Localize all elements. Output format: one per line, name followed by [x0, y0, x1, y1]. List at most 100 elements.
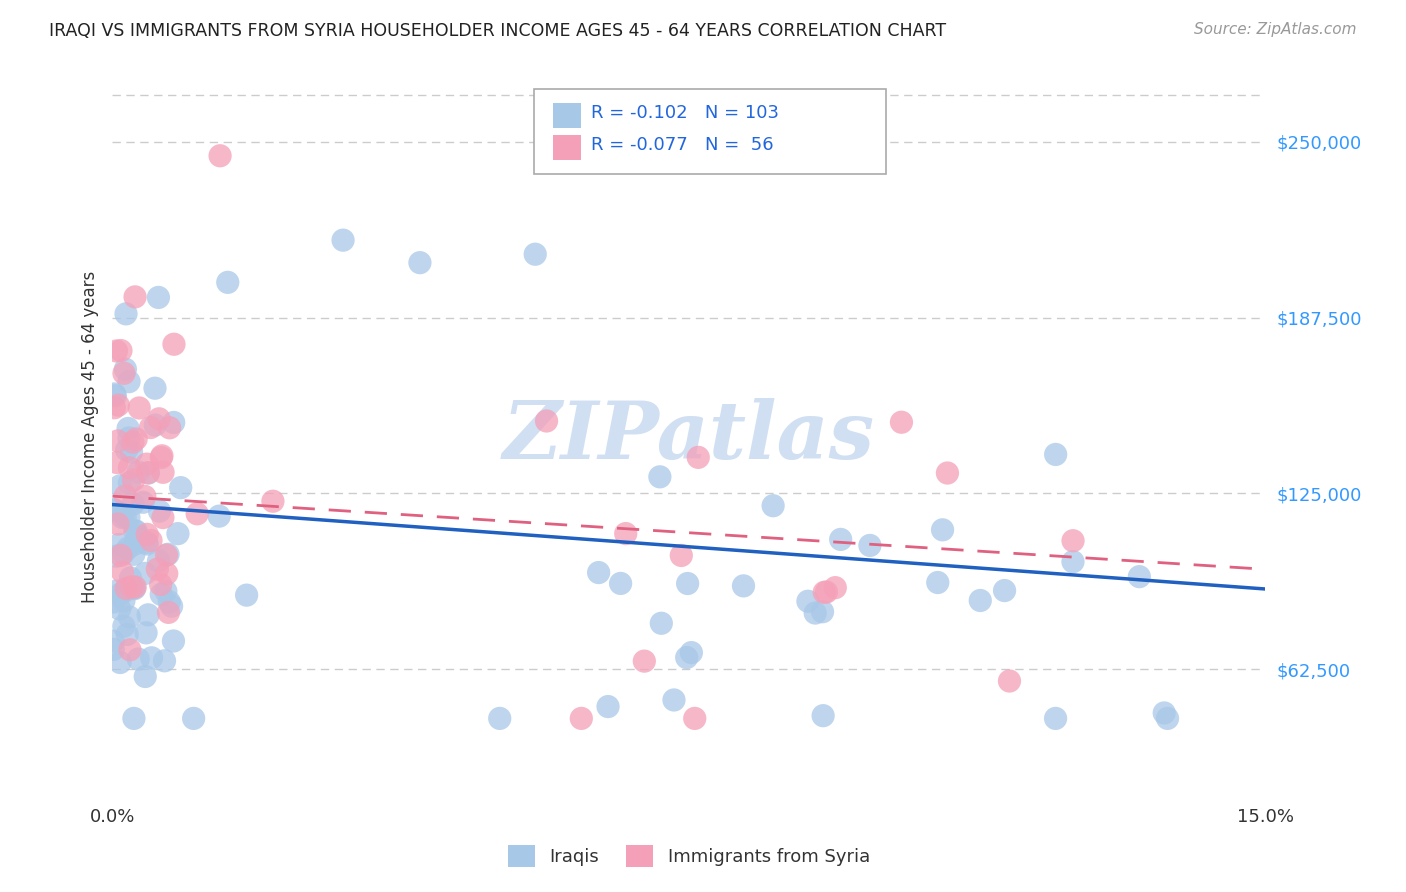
Point — [141, 650, 163, 665]
Point — [157, 595, 180, 609]
Point — [614, 526, 637, 541]
Point — [148, 412, 170, 426]
Text: IRAQI VS IMMIGRANTS FROM SYRIA HOUSEHOLDER INCOME AGES 45 - 64 YEARS CORRELATION: IRAQI VS IMMIGRANTS FROM SYRIA HOUSEHOLD… — [49, 22, 946, 40]
Point — [117, 541, 139, 555]
Point — [143, 381, 166, 395]
Point — [108, 656, 131, 670]
Point — [122, 497, 145, 511]
Point — [830, 533, 852, 547]
Point — [609, 576, 631, 591]
Point — [136, 607, 159, 622]
Point — [139, 420, 162, 434]
Point — [105, 584, 128, 599]
Text: Source: ZipAtlas.com: Source: ZipAtlas.com — [1194, 22, 1357, 37]
Point — [143, 418, 166, 433]
Point — [121, 580, 143, 594]
Point — [811, 708, 834, 723]
Point — [153, 654, 176, 668]
Point — [170, 481, 193, 495]
Point — [733, 579, 755, 593]
Point — [120, 571, 142, 585]
Point — [262, 494, 284, 508]
Point — [409, 255, 432, 269]
Point — [815, 585, 838, 599]
Point — [162, 634, 184, 648]
Y-axis label: Householder Income Ages 45 - 64 years: Householder Income Ages 45 - 64 years — [80, 271, 98, 603]
Point — [115, 627, 138, 641]
Point — [108, 602, 131, 616]
Point — [150, 450, 173, 465]
Point — [103, 387, 125, 401]
Point — [1128, 569, 1150, 583]
Point — [993, 583, 1015, 598]
Point — [186, 507, 208, 521]
Point — [1156, 711, 1178, 725]
Point — [118, 610, 141, 624]
Point — [524, 247, 547, 261]
Point — [110, 343, 132, 358]
Point — [488, 711, 510, 725]
Point — [108, 537, 131, 551]
Point — [118, 510, 141, 524]
Point — [797, 594, 820, 608]
Point — [118, 642, 141, 657]
Point — [156, 566, 179, 581]
Point — [157, 606, 180, 620]
Point — [136, 466, 159, 480]
Point — [118, 475, 141, 490]
Point — [149, 577, 172, 591]
Point — [139, 533, 162, 548]
Text: ZIPatlas: ZIPatlas — [503, 399, 875, 475]
Point — [150, 449, 173, 463]
Point — [103, 642, 125, 657]
Point — [112, 619, 135, 633]
Point — [1045, 711, 1067, 725]
Point — [813, 585, 835, 599]
Point — [681, 646, 703, 660]
Point — [183, 711, 205, 725]
Point — [115, 442, 138, 457]
Point — [569, 711, 592, 725]
Point — [936, 466, 959, 480]
Point — [124, 290, 146, 304]
Point — [138, 466, 160, 480]
Point — [134, 669, 156, 683]
Point — [969, 593, 991, 607]
Point — [890, 415, 912, 429]
Point — [163, 416, 186, 430]
Point — [118, 431, 141, 445]
Point — [115, 307, 138, 321]
Point — [114, 362, 136, 376]
Point — [824, 581, 846, 595]
Point — [208, 509, 231, 524]
Point — [132, 495, 155, 509]
Point — [125, 524, 148, 538]
Point — [103, 634, 125, 648]
Point — [124, 524, 146, 538]
Point — [134, 489, 156, 503]
Point — [148, 554, 170, 568]
Point — [671, 549, 693, 563]
Point — [105, 343, 128, 358]
Point — [676, 576, 699, 591]
Point — [112, 367, 135, 381]
Point — [127, 652, 149, 666]
Point — [110, 587, 132, 601]
Point — [683, 711, 706, 725]
Point — [157, 547, 180, 561]
Point — [931, 523, 953, 537]
Point — [135, 535, 157, 549]
Point — [107, 434, 129, 448]
Point — [633, 654, 655, 668]
Point — [103, 502, 125, 516]
Point — [136, 537, 159, 551]
Legend: Iraqis, Immigrants from Syria: Iraqis, Immigrants from Syria — [501, 838, 877, 874]
Point — [105, 456, 128, 470]
Text: R = -0.077   N =  56: R = -0.077 N = 56 — [591, 136, 773, 154]
Point — [122, 473, 145, 487]
Point — [135, 457, 157, 471]
Point — [1062, 533, 1084, 548]
Point — [146, 562, 169, 576]
Point — [148, 504, 170, 518]
Point — [114, 510, 136, 524]
